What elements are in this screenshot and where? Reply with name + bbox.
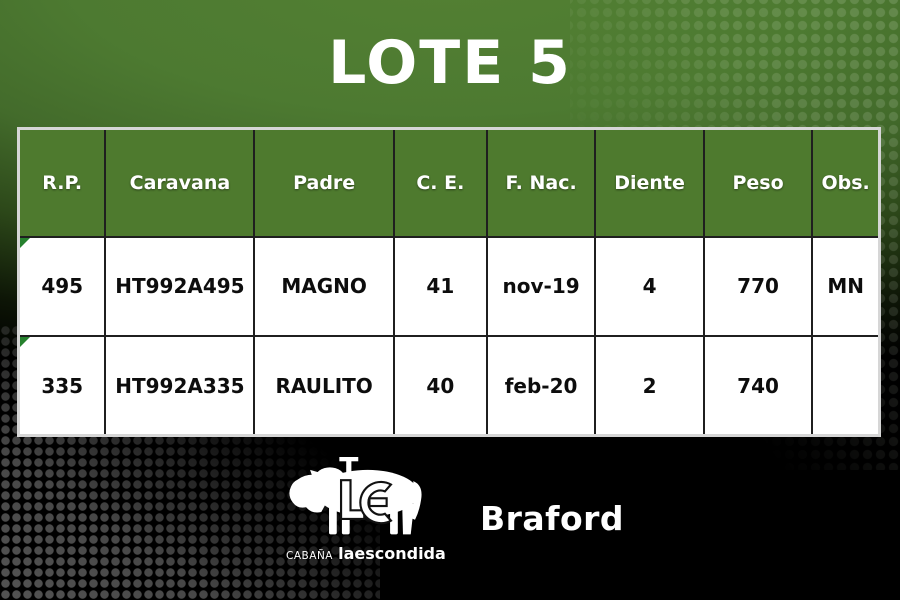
column-header-caravana: Caravana: [104, 127, 256, 238]
table-cell: 41: [392, 235, 488, 337]
column-header-padre: Padre: [253, 127, 395, 238]
column-header-diente: Diente: [594, 127, 705, 238]
page-title: LOTE 5: [328, 28, 572, 98]
table-cell: [811, 335, 881, 437]
table-cell: HT992A335: [104, 335, 256, 437]
table-body: 495 HT992A495 MAGNO 41 nov-19 4 770 MN 335 HT992A…: [17, 235, 881, 437]
table-row: 495 HT992A495 MAGNO 41 nov-19 4 770 MN: [17, 235, 881, 337]
column-header-obs: Obs.: [811, 127, 881, 238]
table-cell: 40: [392, 335, 488, 437]
column-header-peso: Peso: [702, 127, 814, 238]
table-cell: 740: [702, 335, 814, 437]
lot-table: R.P. Caravana Padre C. E. F. Nac. Diente Peso O…: [17, 127, 881, 437]
table-cell: HT992A495: [104, 235, 256, 337]
table-cell: 495: [17, 235, 107, 337]
cabana-prefix-label: CABAÑA: [286, 550, 333, 562]
table-cell: 770: [702, 235, 814, 337]
table-cell: MAGNO: [253, 235, 395, 337]
table-cell: nov-19: [485, 235, 597, 337]
bull-le-brand-icon: [289, 457, 422, 535]
cabana-caption: CABAÑA laescondida: [286, 546, 446, 562]
table-cell: RAULITO: [253, 335, 395, 437]
footer: CABAÑA laescondida Braford: [0, 450, 900, 562]
table-cell: 2: [594, 335, 705, 437]
table-cell: MN: [811, 235, 881, 337]
table-row: 335 HT992A335 RAULITO 40 feb-20 2 740: [17, 335, 881, 437]
column-header-fnac: F. Nac.: [485, 127, 597, 238]
column-header-rp: R.P.: [17, 127, 107, 238]
cabana-logo: CABAÑA laescondida: [276, 457, 456, 562]
table-cell: 335: [17, 335, 107, 437]
table-cell: feb-20: [485, 335, 597, 437]
table-header-row: R.P. Caravana Padre C. E. F. Nac. Diente Peso O…: [17, 127, 881, 238]
column-header-ce: C. E.: [392, 127, 488, 238]
breed-label: Braford: [479, 499, 625, 538]
cabana-name-label: laescondida: [338, 544, 446, 563]
table-cell: 4: [594, 235, 705, 337]
